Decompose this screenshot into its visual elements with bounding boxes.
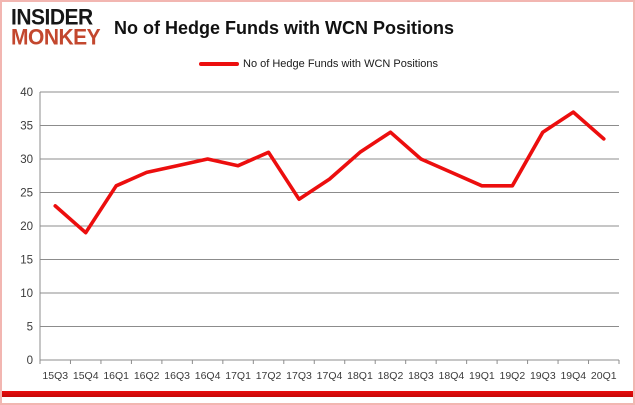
x-axis-tick-label: 17Q4 <box>317 370 343 382</box>
x-axis-tick-label: 19Q4 <box>560 370 586 382</box>
x-axis-tick-label: 15Q3 <box>42 370 68 382</box>
y-axis-tick-label: 5 <box>27 322 33 334</box>
x-axis-tick-label: 18Q2 <box>378 370 404 382</box>
legend-label: No of Hedge Funds with WCN Positions <box>243 58 439 70</box>
legend-line-swatch <box>199 62 239 66</box>
x-axis-tick-label: 16Q3 <box>164 370 190 382</box>
x-axis-tick-label: 18Q1 <box>347 370 373 382</box>
logo-word-insider: INSIDER <box>11 5 93 30</box>
x-axis-tick-label: 16Q2 <box>134 370 160 382</box>
series-line <box>53 110 606 235</box>
y-axis-tick-label: 20 <box>20 221 33 233</box>
x-axis-tick-label: 20Q1 <box>591 370 617 382</box>
x-axis-tick-label: 18Q4 <box>439 370 465 382</box>
x-axis-tick-label: 19Q1 <box>469 370 495 382</box>
y-axis-tick-label: 35 <box>20 121 33 133</box>
x-axis-tick-label: 17Q2 <box>256 370 282 382</box>
x-axis-tick-label: 18Q3 <box>408 370 434 382</box>
bottom-accent-bar <box>2 391 633 397</box>
x-axis-tick-label: 16Q1 <box>103 370 129 382</box>
y-axis-tick-label: 0 <box>27 355 33 367</box>
chart-title: No of Hedge Funds with WCN Positions <box>114 18 454 38</box>
x-axis-tick-label: 16Q4 <box>195 370 221 382</box>
y-axis-tick-label: 25 <box>20 188 33 200</box>
y-axis-tick-label: 10 <box>20 288 33 300</box>
x-axis-tick-label: 15Q4 <box>73 370 99 382</box>
y-axis-tick-label: 40 <box>20 87 33 99</box>
x-axis-tick-label: 17Q3 <box>286 370 312 382</box>
y-axis-tick-label: 30 <box>20 154 33 166</box>
x-axis-tick-label: 17Q1 <box>225 370 251 382</box>
insider-monkey-logo: INSIDER MONKEY <box>11 5 111 50</box>
y-axis-tick-label: 15 <box>20 255 33 267</box>
chart-legend: No of Hedge Funds with WCN Positions <box>199 58 438 70</box>
logo-word-monkey: MONKEY <box>11 25 101 50</box>
x-axis-tick-label: 19Q3 <box>530 370 556 382</box>
x-axis-tick-label: 19Q2 <box>499 370 525 382</box>
